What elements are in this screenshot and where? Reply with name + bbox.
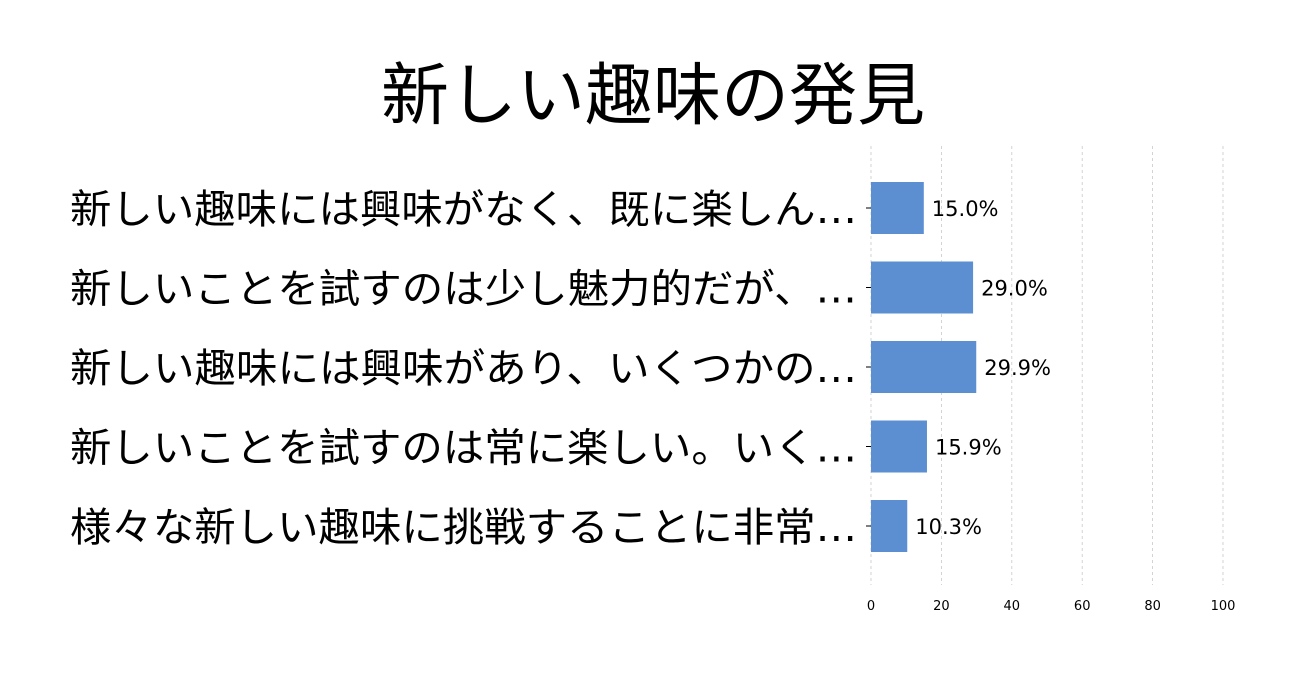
- x-tick-label: 0: [867, 599, 875, 614]
- bar-layer: [871, 182, 977, 552]
- bar: [871, 341, 977, 393]
- bar-value-label: 10.3%: [915, 515, 982, 539]
- chart-title: 新しい趣味の発見: [380, 57, 925, 136]
- category-label: 新しい趣味には興味があり、いくつかの…: [70, 346, 857, 392]
- bar: [871, 500, 908, 552]
- bar-value-label: 15.9%: [935, 436, 1002, 460]
- category-label-layer: 15.0% 新しい趣味には興味がなく、既に楽しん… 29.0% 新しいことを試すのは少…: [70, 187, 1051, 551]
- x-tick-label: 80: [1144, 599, 1161, 614]
- category-label: 新しいことを試すのは常に楽しい。いく…: [70, 426, 857, 472]
- category-label: 新しいことを試すのは少し魅力的だが、…: [70, 267, 857, 313]
- bar-value-label: 29.0%: [981, 277, 1048, 301]
- x-tick-layer: 0 20 40 60 80 100: [867, 599, 1236, 614]
- x-tick-label: 20: [933, 599, 950, 614]
- category-label: 新しい趣味には興味がなく、既に楽しん…: [70, 187, 857, 233]
- x-tick-label: 60: [1074, 599, 1091, 614]
- bar-value-label: 29.9%: [984, 356, 1051, 380]
- bar-value-label: 15.0%: [932, 197, 999, 221]
- x-tick-label: 100: [1211, 599, 1236, 614]
- bar: [871, 182, 924, 234]
- category-label: 様々な新しい趣味に挑戦することに非常…: [70, 505, 857, 551]
- x-tick-label: 40: [1004, 599, 1021, 614]
- bar: [871, 420, 927, 473]
- bar: [871, 261, 974, 314]
